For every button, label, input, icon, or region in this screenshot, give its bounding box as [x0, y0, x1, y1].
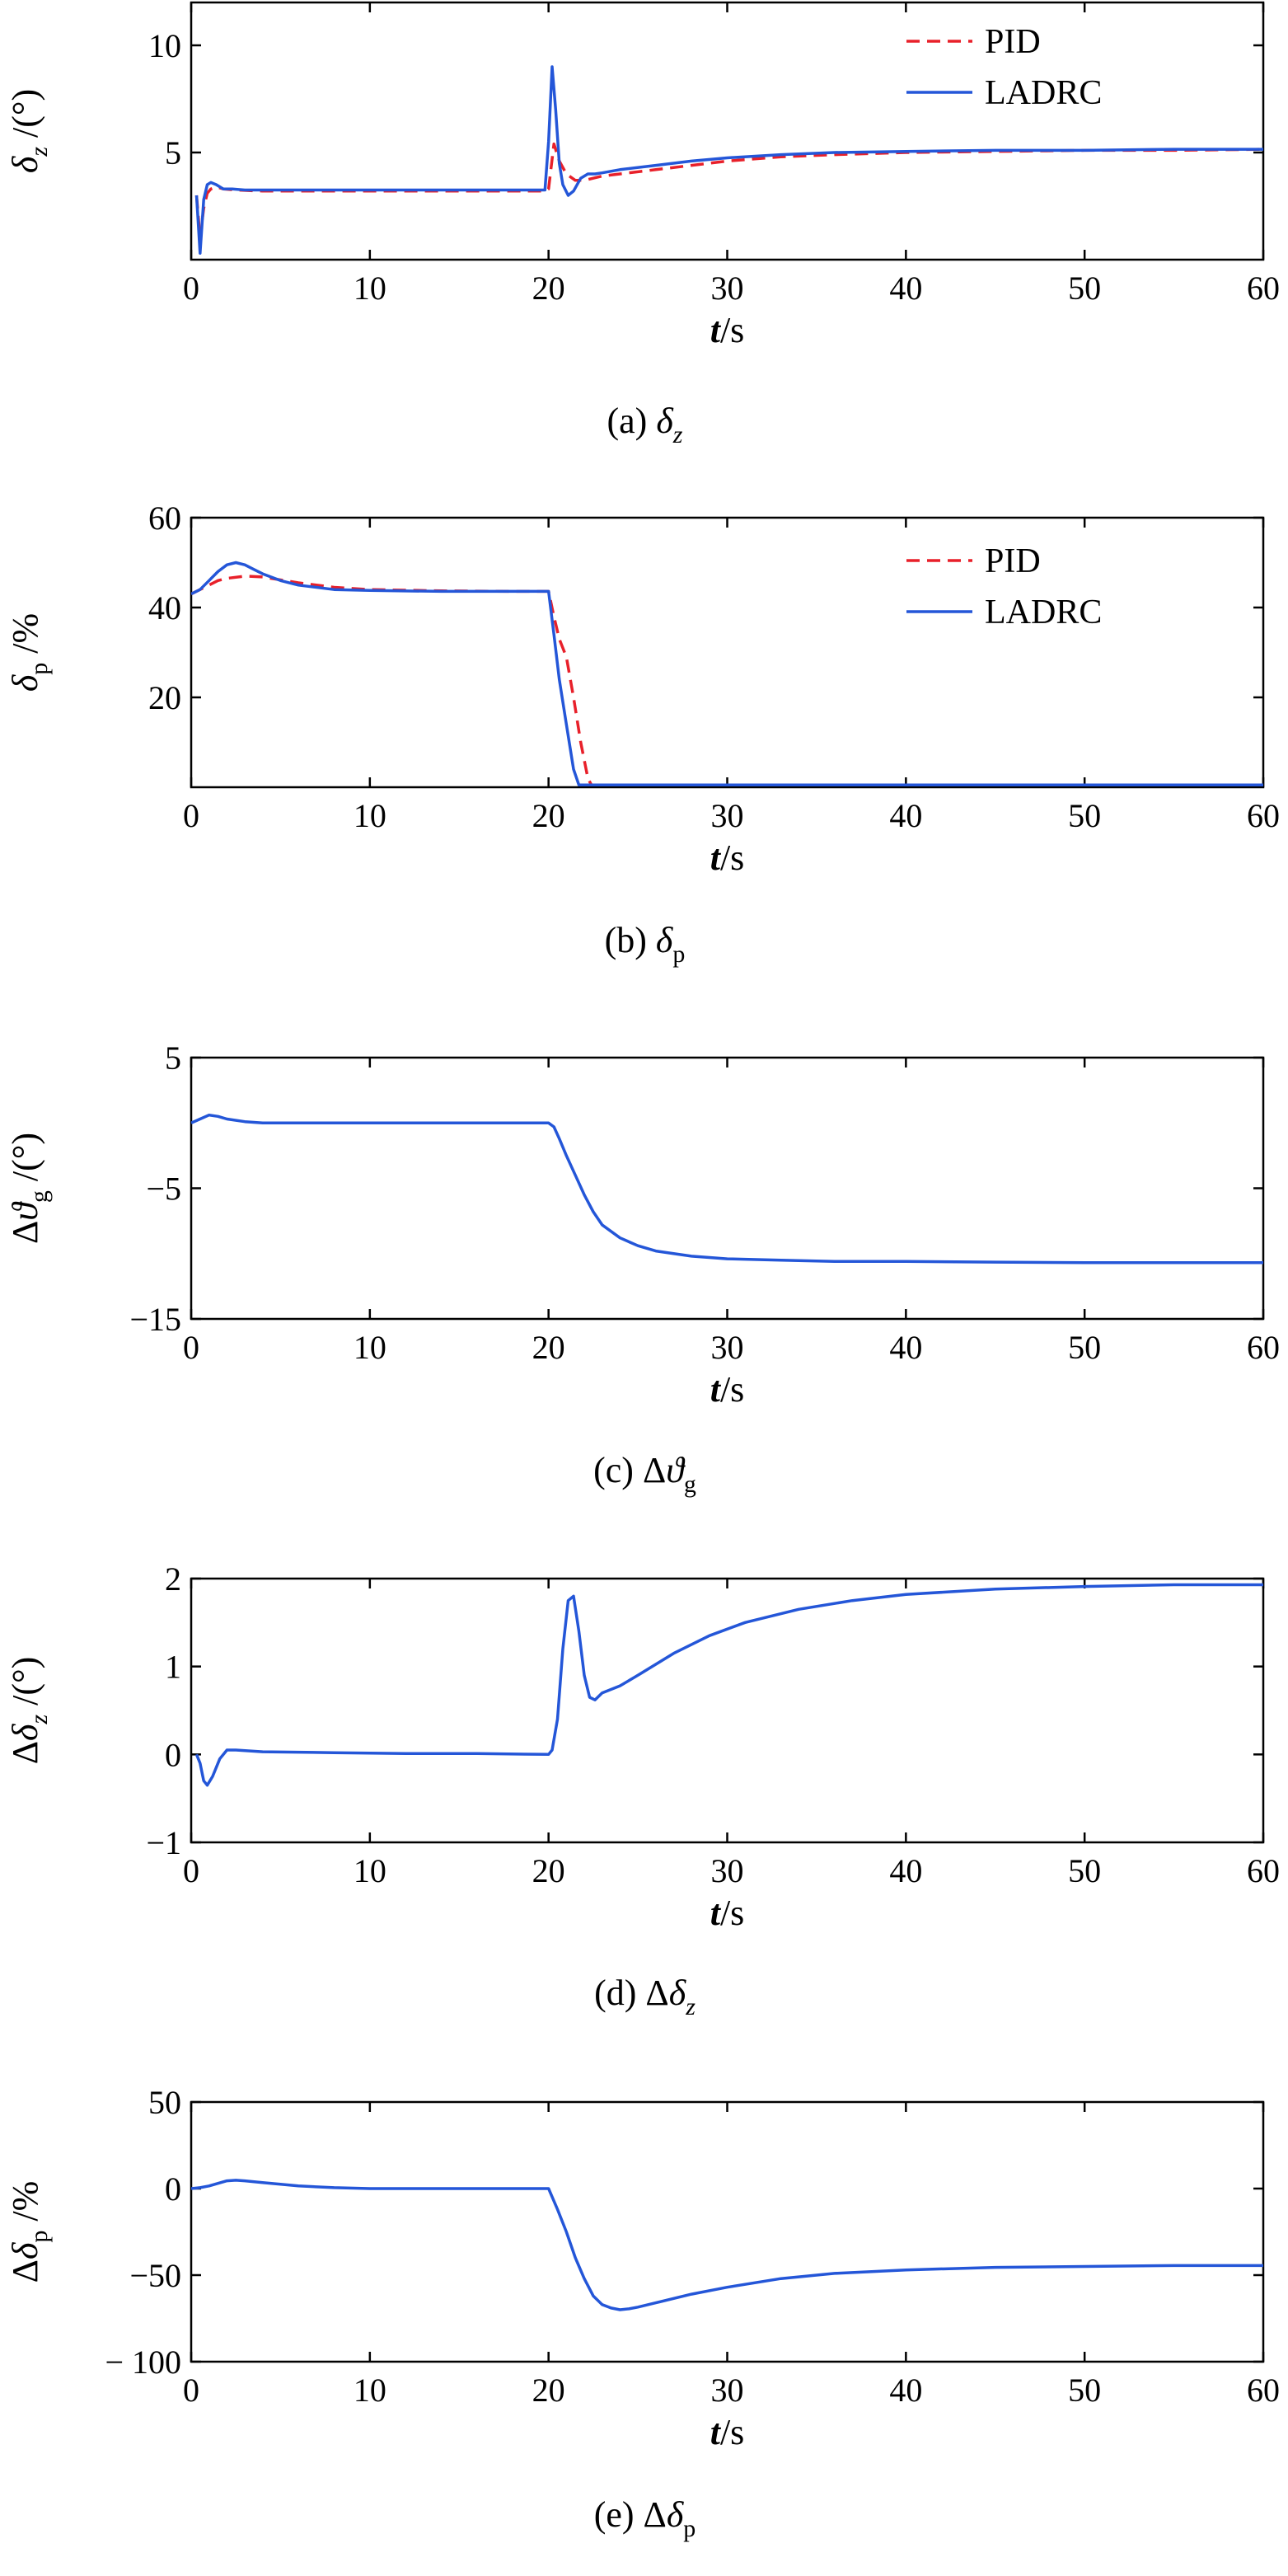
panel-caption: (a) δz(a) δz — [607, 401, 683, 448]
y-tick-label: 0 — [165, 1736, 181, 1773]
series-line-main — [191, 2179, 1263, 2311]
plot-frame — [190, 516, 1265, 789]
x-axis-label: t/s — [710, 838, 745, 878]
x-tick-label: 30 — [711, 2372, 744, 2409]
x-tick-label: 60 — [1247, 1329, 1280, 1366]
y-tick-label: −5 — [146, 1171, 181, 1208]
chart-panel-c: 0 10 20 30 40 50 60 −15 −5 5 Δϑg /(°) t/s (c) Δϑg(c)… — [5, 1039, 1280, 1498]
chart-panel-e: 0 10 20 30 40 50 60 − 100 −50 0 50 Δδp /% t/s (e) Δδp… — [5, 2084, 1280, 2542]
x-tick-label: 30 — [711, 270, 744, 307]
legend-label: PID — [985, 542, 1041, 580]
legend: PID LADRC — [906, 542, 1102, 631]
y-axis-label: Δϑg /(°) — [5, 1133, 53, 1244]
x-tick-label: 30 — [711, 1329, 744, 1366]
x-tick-label: 50 — [1068, 797, 1101, 834]
x-tick-label: 10 — [354, 1329, 386, 1366]
y-tick-label: 5 — [165, 1039, 181, 1077]
x-tick-label: 20 — [532, 1852, 565, 1889]
series-line-pid — [191, 575, 1263, 787]
x-axis-label: t/s — [710, 1893, 745, 1933]
x-tick-label: 60 — [1247, 2372, 1280, 2409]
x-tick-label: 40 — [889, 797, 922, 834]
x-tick-label: 40 — [889, 2372, 922, 2409]
x-tick-label: 40 — [889, 1852, 922, 1889]
legend-label: LADRC — [985, 74, 1102, 112]
plot-frame — [190, 2100, 1265, 2363]
x-tick-label: 50 — [1068, 1329, 1101, 1366]
y-tick-label: −1 — [146, 1824, 181, 1861]
panel-caption: (b) δp(b) δp — [605, 920, 686, 968]
y-tick-label: −15 — [129, 1301, 181, 1338]
y-axis-label: δz /(°) — [5, 89, 53, 173]
x-tick-label: 0 — [183, 1852, 199, 1889]
x-tick-label: 60 — [1247, 270, 1280, 307]
legend-label: LADRC — [985, 594, 1102, 631]
x-tick-label: 60 — [1247, 1852, 1280, 1889]
y-tick-label: −50 — [129, 2257, 181, 2294]
x-tick-label: 0 — [183, 2372, 199, 2409]
y-tick-label: 40 — [148, 589, 181, 626]
x-tick-label: 50 — [1068, 1852, 1101, 1889]
y-tick-label: 0 — [165, 2170, 181, 2208]
y-tick-label: − 100 — [105, 2344, 181, 2381]
x-tick-label: 10 — [354, 797, 386, 834]
x-tick-label: 30 — [711, 1852, 744, 1889]
x-axis-label: t/s — [710, 2412, 745, 2452]
series-line-pid — [194, 142, 1263, 240]
plot-frame — [190, 1577, 1265, 1844]
x-axis-label: t/s — [710, 1369, 745, 1410]
y-axis-label: Δδp /% — [5, 2181, 53, 2283]
x-tick-label: 20 — [532, 270, 565, 307]
x-tick-label: 0 — [183, 270, 199, 307]
y-axis-label: Δδz /(°) — [5, 1657, 53, 1765]
y-axis-label: δp /% — [5, 613, 53, 692]
legend: PID LADRC — [906, 23, 1102, 112]
y-tick-label: 1 — [165, 1649, 181, 1686]
plot-frame — [190, 1056, 1265, 1321]
panel-caption: (e) Δδp(e) Δδp — [594, 2494, 696, 2542]
x-tick-label: 40 — [889, 1329, 922, 1366]
y-tick-label: 50 — [148, 2084, 181, 2121]
x-tick-label: 0 — [183, 1329, 199, 1366]
x-tick-label: 30 — [711, 797, 744, 834]
series-line-ladrc — [191, 561, 1263, 787]
series-line-main — [194, 1583, 1263, 1787]
x-tick-label: 40 — [889, 270, 922, 307]
x-tick-label: 10 — [354, 2372, 386, 2409]
y-tick-label: 60 — [148, 500, 181, 537]
x-tick-label: 50 — [1068, 270, 1101, 307]
chart-panel-b: 0 10 20 30 40 50 60 20 40 60 PID LADRC δp /% t/s (b) δ… — [5, 500, 1280, 968]
plot-frame — [190, 1, 1265, 261]
x-tick-label: 0 — [183, 797, 199, 834]
x-tick-label: 10 — [354, 1852, 386, 1889]
x-tick-label: 50 — [1068, 2372, 1101, 2409]
x-tick-label: 20 — [532, 2372, 565, 2409]
y-tick-label: 10 — [148, 27, 181, 64]
panel-caption: (c) Δϑg(c) Δϑg — [593, 1450, 696, 1498]
series-line-ladrc — [194, 65, 1263, 255]
y-tick-label: 2 — [165, 1560, 181, 1598]
x-tick-label: 10 — [354, 270, 386, 307]
x-tick-label: 20 — [532, 797, 565, 834]
y-tick-label: 20 — [148, 679, 181, 716]
x-tick-label: 60 — [1247, 797, 1280, 834]
x-axis-label: t/s — [710, 310, 745, 350]
chart-panel-a: 0 10 20 30 40 50 60 5 10 PID LADRC δz /(°) t/s (a) δz… — [5, 1, 1280, 448]
x-tick-label: 20 — [532, 1329, 565, 1366]
panel-caption: (d) Δδz(d) Δδz — [594, 1973, 696, 2020]
legend-label: PID — [985, 23, 1041, 61]
y-tick-label: 5 — [165, 134, 181, 171]
series-line-main — [191, 1113, 1263, 1265]
